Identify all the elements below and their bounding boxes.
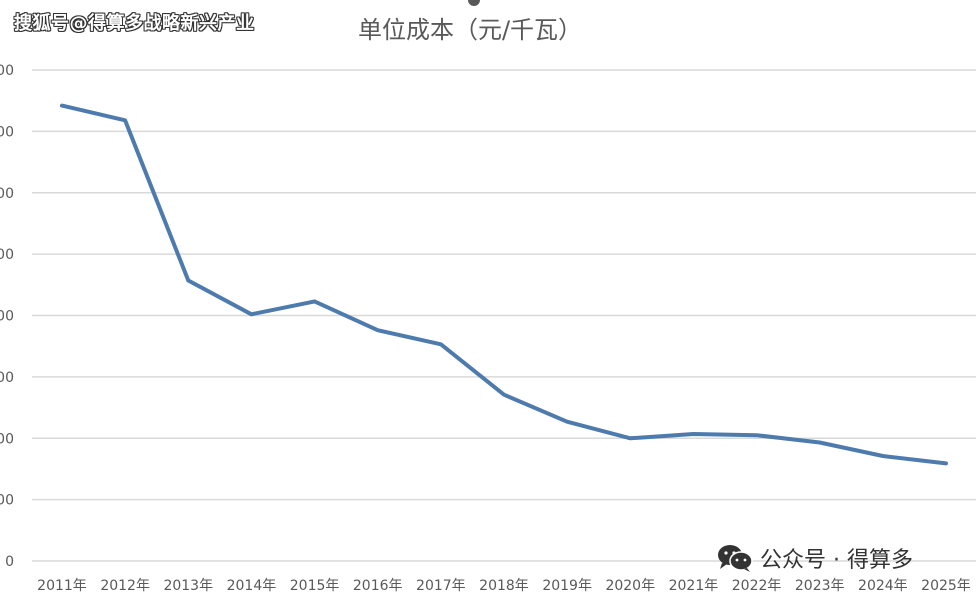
watermark-bottom-text: 公众号 · 得算多 <box>760 548 913 573</box>
y-tick-label: 000 <box>0 63 14 79</box>
x-tick-label: 2016年 <box>353 578 403 594</box>
wechat-icon <box>718 545 753 572</box>
chart-title: 单位成本（元/千瓦） <box>357 16 583 44</box>
x-tick-label: 2025年 <box>921 578 971 594</box>
y-tick-label: 000 <box>0 431 14 447</box>
y-tick-label: 000 <box>0 186 14 202</box>
title-fragment <box>468 0 480 6</box>
x-tick-label: 2021年 <box>669 578 719 594</box>
y-tick-label: 0 <box>5 554 14 570</box>
y-tick-label: 000 <box>0 309 14 325</box>
gridlines <box>32 69 976 562</box>
y-tick-label: 000 <box>0 493 14 509</box>
series-lines <box>60 103 948 466</box>
y-axis-tick-labels: 0000000000000000000000000 <box>0 63 14 570</box>
watermark-bottom: 公众号 · 得算多 <box>716 542 913 574</box>
x-tick-label: 2012年 <box>100 578 150 594</box>
x-tick-label: 2018年 <box>479 578 529 594</box>
x-tick-label: 2024年 <box>858 578 908 594</box>
x-tick-label: 2017年 <box>416 578 466 594</box>
x-tick-label: 2019年 <box>542 578 592 594</box>
series-line <box>60 103 948 466</box>
x-tick-label: 2023年 <box>795 578 845 594</box>
x-tick-label: 2015年 <box>290 578 340 594</box>
x-tick-label: 2014年 <box>227 578 277 594</box>
y-tick-label: 000 <box>0 124 14 140</box>
x-tick-label: 2013年 <box>163 578 213 594</box>
y-tick-label: 000 <box>0 247 14 263</box>
x-axis-tick-labels: 2011年 2012年 2013年 2014年 2015年 2016年 2017年 2018年… <box>37 578 971 594</box>
watermark-top: 搜狐号@得算多战略新兴产业 <box>14 13 255 34</box>
x-tick-label: 2011年 <box>37 578 87 594</box>
y-tick-label: 000 <box>0 370 14 386</box>
x-tick-label: 2022年 <box>732 578 782 594</box>
x-tick-label: 2020年 <box>605 578 655 594</box>
